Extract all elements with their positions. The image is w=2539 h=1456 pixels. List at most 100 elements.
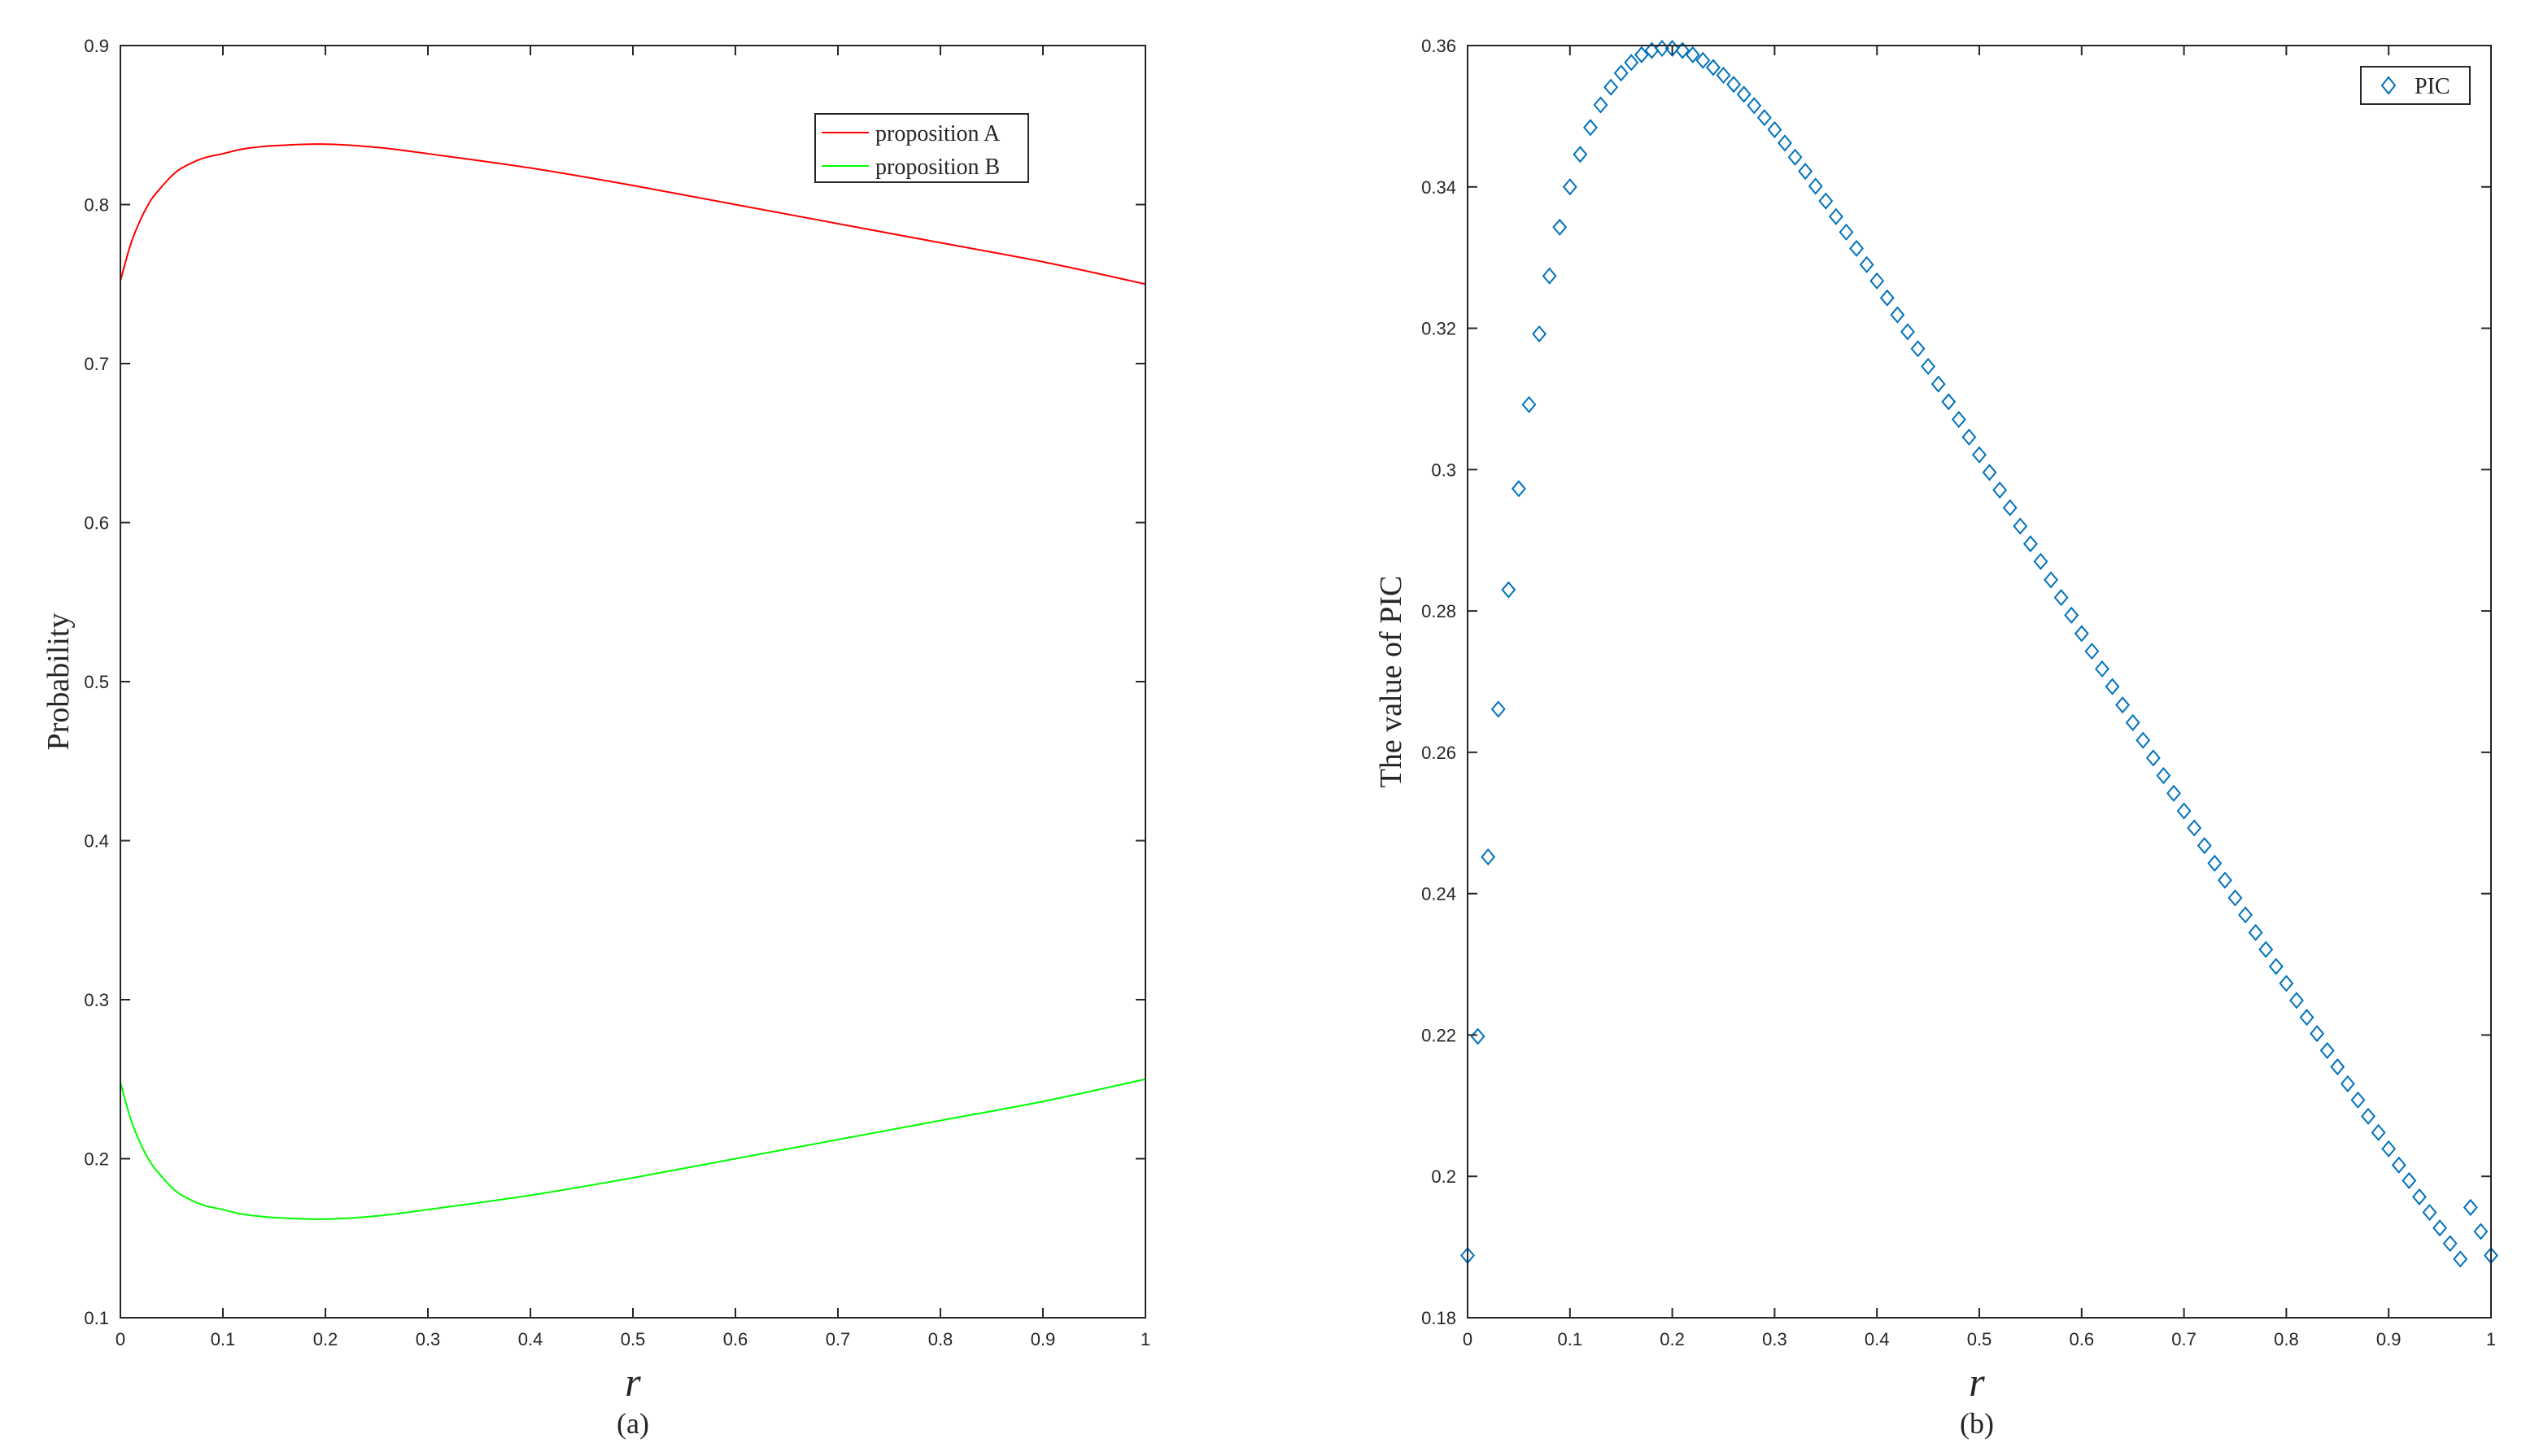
data-point-diamond bbox=[2299, 1009, 2314, 1027]
data-point-diamond bbox=[1982, 464, 1997, 482]
y-tick-label: 0.22 bbox=[1421, 1025, 1456, 1045]
y-tick-label: 0.2 bbox=[1431, 1166, 1456, 1187]
x-tick-label: 0.1 bbox=[211, 1329, 236, 1349]
data-point-diamond bbox=[2013, 517, 2028, 535]
data-point-diamond bbox=[1787, 148, 1803, 166]
data-point-diamond bbox=[2022, 535, 2038, 553]
data-point-diamond bbox=[1593, 96, 1608, 114]
data-point-diamond bbox=[1972, 446, 1987, 464]
data-point-diamond bbox=[2248, 923, 2263, 942]
x-tick-label: 0.3 bbox=[1762, 1329, 1787, 1349]
data-point-diamond bbox=[1879, 289, 1895, 307]
x-axis-a: 0 0.1 0.2 0.3 0.4 0.5 0.6 0.7 0.8 0.9 1 bbox=[116, 46, 1150, 1349]
y-tick-label: 0.3 bbox=[1431, 460, 1456, 480]
data-point-diamond bbox=[1900, 323, 1915, 341]
data-point-diamond bbox=[2053, 589, 2069, 607]
data-point-diamond bbox=[2207, 854, 2223, 872]
data-point-diamond bbox=[1910, 340, 1926, 358]
data-point-diamond bbox=[2473, 1223, 2489, 1240]
data-point-diamond bbox=[2381, 1140, 2397, 1157]
y-tick-label: 0.8 bbox=[84, 195, 109, 216]
data-point-diamond bbox=[2227, 889, 2243, 907]
data-point-diamond bbox=[2310, 1025, 2325, 1043]
data-point-diamond bbox=[2197, 837, 2212, 855]
y-tick-label: 0.32 bbox=[1421, 319, 1456, 339]
data-point-diamond bbox=[1767, 120, 1782, 138]
x-axis-label-b: r bbox=[1969, 1359, 1985, 1405]
data-point-diamond bbox=[1849, 239, 1865, 257]
y-tick-label: 0.4 bbox=[84, 831, 109, 852]
data-point-diamond bbox=[2391, 1156, 2406, 1174]
data-point-diamond bbox=[1532, 325, 1547, 343]
data-point-diamond bbox=[2330, 1057, 2345, 1076]
y-tick-label: 0.7 bbox=[84, 354, 109, 374]
data-point-diamond bbox=[1542, 267, 1557, 285]
data-point-diamond bbox=[1941, 393, 1957, 411]
y-tick-label: 0.26 bbox=[1421, 743, 1456, 763]
data-point-diamond bbox=[1736, 85, 1752, 103]
scatter-series-group bbox=[1460, 39, 2498, 1268]
data-point-diamond bbox=[2238, 906, 2253, 924]
data-point-diamond bbox=[1603, 78, 1619, 96]
y-axis-a: 0.1 0.2 0.3 0.4 0.5 0.6 0.7 0.8 0.9 bbox=[84, 36, 1145, 1328]
data-point-diamond bbox=[2319, 1042, 2335, 1060]
series-line-proposition-a bbox=[120, 143, 1146, 286]
data-point-diamond bbox=[2432, 1219, 2448, 1237]
x-tick-label: 0.4 bbox=[1865, 1329, 1890, 1349]
data-point-diamond bbox=[1951, 411, 1966, 429]
data-point-diamond bbox=[2166, 784, 2181, 802]
data-point-diamond bbox=[1930, 375, 1946, 393]
data-point-diamond bbox=[2442, 1235, 2458, 1253]
x-tick-label: 0.1 bbox=[1558, 1329, 1583, 1349]
y-tick-label: 0.1 bbox=[84, 1308, 109, 1328]
data-point-diamond bbox=[2463, 1198, 2478, 1216]
data-point-diamond bbox=[2340, 1075, 2355, 1092]
data-point-diamond bbox=[2258, 940, 2274, 958]
chart-panel-b: 0 0.1 0.2 0.3 0.4 0.5 0.6 0.7 0.8 0.9 1 0.18 0.2 0.2… bbox=[1374, 36, 2498, 1440]
caption-a: (a) bbox=[617, 1407, 649, 1440]
series-line-proposition-b bbox=[120, 1078, 1146, 1220]
x-axis-b: 0 0.1 0.2 0.3 0.4 0.5 0.6 0.7 0.8 0.9 1 bbox=[1463, 46, 2496, 1349]
x-tick-label: 1 bbox=[1141, 1329, 1150, 1349]
x-tick-label: 0.3 bbox=[416, 1329, 441, 1349]
data-point-diamond bbox=[1481, 848, 1496, 866]
data-point-diamond bbox=[1511, 480, 1526, 498]
data-point-diamond bbox=[2125, 713, 2140, 731]
legend-box-a bbox=[814, 113, 1029, 183]
y-axis-label-a: Probability bbox=[41, 613, 76, 751]
data-point-diamond bbox=[1695, 51, 1711, 69]
data-point-diamond bbox=[1582, 119, 1598, 137]
data-point-diamond bbox=[1675, 41, 1690, 59]
data-point-diamond bbox=[1562, 178, 1577, 196]
legend-b: PIC bbox=[2360, 66, 2471, 105]
y-tick-label: 0.3 bbox=[84, 990, 109, 1010]
y-tick-label: 0.34 bbox=[1421, 177, 1456, 198]
x-tick-label: 0.8 bbox=[928, 1329, 953, 1349]
data-point-diamond bbox=[2361, 1107, 2376, 1125]
data-point-diamond bbox=[1798, 163, 1813, 181]
data-point-diamond bbox=[2371, 1123, 2386, 1141]
x-tick-label: 0.8 bbox=[2274, 1329, 2299, 1349]
data-point-diamond bbox=[1501, 581, 1516, 599]
data-point-diamond bbox=[1685, 46, 1700, 63]
data-point-diamond bbox=[2033, 552, 2048, 570]
data-point-diamond bbox=[1705, 59, 1721, 76]
data-point-diamond bbox=[2402, 1171, 2417, 1189]
x-tick-label: 0.6 bbox=[2070, 1329, 2095, 1349]
data-point-diamond bbox=[2145, 749, 2161, 767]
data-point-diamond bbox=[1521, 395, 1537, 413]
data-point-diamond bbox=[1778, 134, 1792, 152]
legend-a: proposition A proposition B bbox=[814, 113, 1029, 183]
data-point-diamond bbox=[2105, 678, 2120, 695]
data-point-diamond bbox=[1808, 177, 1823, 195]
data-point-diamond bbox=[2217, 871, 2232, 889]
data-point-diamond bbox=[1573, 146, 1588, 163]
plot-frame-b bbox=[1467, 45, 2492, 1319]
legend-label-proposition-a: proposition A bbox=[875, 121, 1001, 146]
x-tick-label: 1 bbox=[2486, 1329, 2496, 1349]
data-point-diamond bbox=[1992, 481, 2008, 499]
legend-diamond-marker-icon bbox=[2380, 76, 2397, 95]
data-point-diamond bbox=[1747, 97, 1762, 115]
data-point-diamond bbox=[1716, 66, 1731, 85]
